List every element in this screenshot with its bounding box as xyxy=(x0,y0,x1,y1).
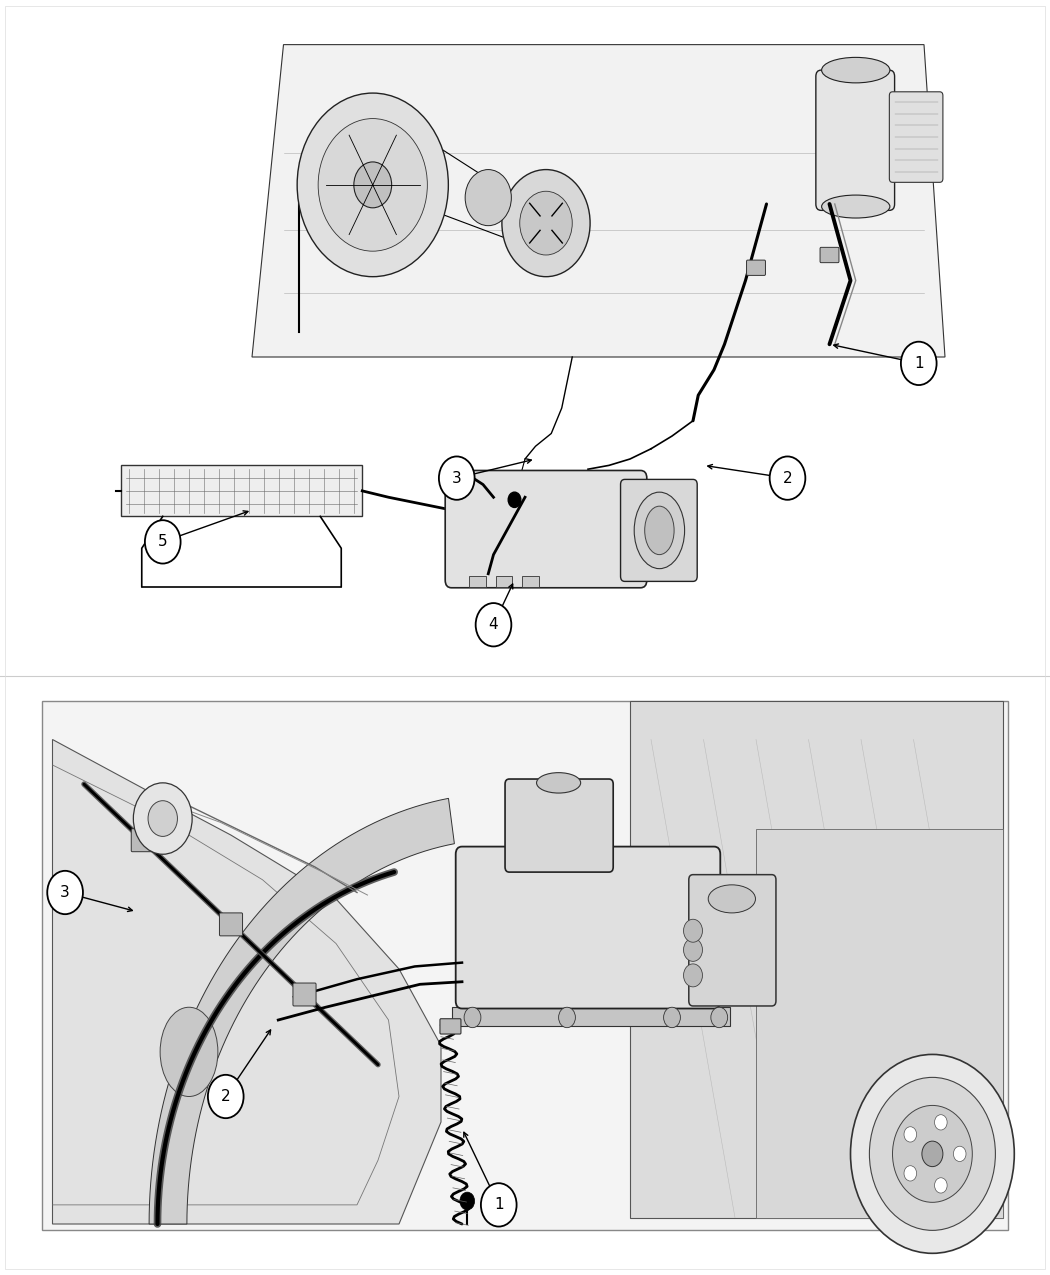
Circle shape xyxy=(770,456,805,500)
Polygon shape xyxy=(756,829,1003,1218)
Circle shape xyxy=(520,191,572,255)
Circle shape xyxy=(208,1075,244,1118)
Text: 3: 3 xyxy=(452,470,462,486)
Polygon shape xyxy=(149,798,455,1224)
Circle shape xyxy=(892,1105,972,1202)
Circle shape xyxy=(502,170,590,277)
Circle shape xyxy=(508,492,521,507)
Polygon shape xyxy=(52,740,441,1224)
Ellipse shape xyxy=(645,506,674,555)
Circle shape xyxy=(148,801,177,836)
FancyBboxPatch shape xyxy=(689,875,776,1006)
Ellipse shape xyxy=(708,885,755,913)
FancyBboxPatch shape xyxy=(0,0,1050,663)
Circle shape xyxy=(850,1054,1014,1253)
Polygon shape xyxy=(252,45,945,357)
Text: 2: 2 xyxy=(220,1089,231,1104)
Circle shape xyxy=(318,119,427,251)
FancyBboxPatch shape xyxy=(621,479,697,581)
FancyBboxPatch shape xyxy=(0,676,1050,1275)
Circle shape xyxy=(711,1007,728,1028)
Ellipse shape xyxy=(821,57,890,83)
FancyBboxPatch shape xyxy=(440,1019,461,1034)
FancyBboxPatch shape xyxy=(820,247,839,263)
Polygon shape xyxy=(121,465,362,516)
FancyBboxPatch shape xyxy=(496,576,512,587)
Circle shape xyxy=(684,964,702,987)
Circle shape xyxy=(684,919,702,942)
Circle shape xyxy=(559,1007,575,1028)
Circle shape xyxy=(869,1077,995,1230)
Circle shape xyxy=(460,1192,475,1210)
FancyBboxPatch shape xyxy=(505,779,613,872)
Circle shape xyxy=(904,1127,917,1142)
Circle shape xyxy=(297,93,448,277)
Circle shape xyxy=(934,1114,947,1130)
Ellipse shape xyxy=(537,773,581,793)
Circle shape xyxy=(476,603,511,646)
Circle shape xyxy=(439,456,475,500)
Polygon shape xyxy=(452,1007,730,1026)
Circle shape xyxy=(465,170,511,226)
Polygon shape xyxy=(630,701,1003,1218)
Circle shape xyxy=(47,871,83,914)
Circle shape xyxy=(922,1141,943,1167)
Text: 3: 3 xyxy=(60,885,70,900)
FancyBboxPatch shape xyxy=(816,70,895,210)
Ellipse shape xyxy=(160,1007,218,1096)
FancyBboxPatch shape xyxy=(219,913,243,936)
FancyBboxPatch shape xyxy=(293,983,316,1006)
FancyBboxPatch shape xyxy=(469,576,486,587)
Text: 1: 1 xyxy=(914,356,924,371)
Circle shape xyxy=(664,1007,680,1028)
Circle shape xyxy=(684,938,702,961)
Text: 4: 4 xyxy=(488,617,499,632)
FancyBboxPatch shape xyxy=(522,576,539,587)
FancyBboxPatch shape xyxy=(131,829,154,852)
Text: 5: 5 xyxy=(158,534,168,550)
Text: 2: 2 xyxy=(782,470,793,486)
Text: 1: 1 xyxy=(494,1197,504,1213)
Circle shape xyxy=(934,1178,947,1193)
Circle shape xyxy=(145,520,181,564)
Circle shape xyxy=(133,783,192,854)
FancyBboxPatch shape xyxy=(456,847,720,1009)
FancyBboxPatch shape xyxy=(445,470,647,588)
FancyBboxPatch shape xyxy=(747,260,765,275)
Circle shape xyxy=(904,1165,917,1181)
Ellipse shape xyxy=(634,492,685,569)
Circle shape xyxy=(481,1183,517,1227)
Circle shape xyxy=(354,162,392,208)
Circle shape xyxy=(464,1007,481,1028)
Circle shape xyxy=(953,1146,966,1162)
Circle shape xyxy=(901,342,937,385)
FancyBboxPatch shape xyxy=(42,701,1008,1230)
Ellipse shape xyxy=(821,195,890,218)
FancyBboxPatch shape xyxy=(889,92,943,182)
